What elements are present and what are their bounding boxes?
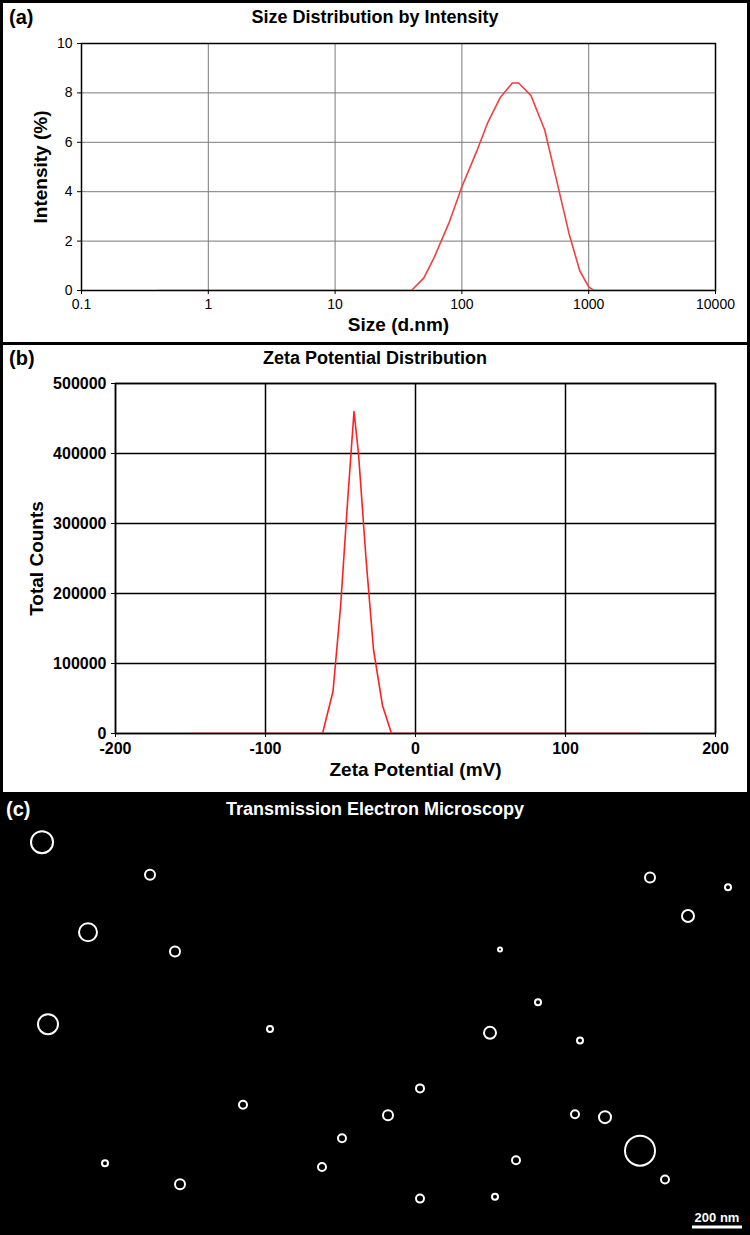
svg-text:0.1: 0.1 xyxy=(72,296,92,312)
svg-text:200000: 200000 xyxy=(53,585,106,602)
svg-text:300000: 300000 xyxy=(53,515,106,532)
svg-text:100: 100 xyxy=(552,740,579,757)
svg-text:500000: 500000 xyxy=(53,375,106,392)
svg-text:0: 0 xyxy=(65,282,73,298)
html-text:Zeta Potential Distribution: Zeta Potential Distribution xyxy=(263,348,487,368)
svg-text:0: 0 xyxy=(98,725,107,742)
svg-text:6: 6 xyxy=(65,134,73,150)
html-text:Size Distribution by Intensity: Size Distribution by Intensity xyxy=(251,7,499,27)
svg-text:4: 4 xyxy=(65,183,73,199)
html-text:(a): (a) xyxy=(9,6,34,28)
svg-text:10000: 10000 xyxy=(696,296,735,312)
svg-text:Zeta Potential (mV): Zeta Potential (mV) xyxy=(329,759,501,780)
svg-text:400000: 400000 xyxy=(53,445,106,462)
svg-text:-200: -200 xyxy=(99,740,131,757)
svg-text:200: 200 xyxy=(702,740,729,757)
svg-text:-100: -100 xyxy=(249,740,281,757)
svg-text:100000: 100000 xyxy=(53,655,106,672)
svg-text:1000: 1000 xyxy=(573,296,604,312)
svg-text:Intensity (%): Intensity (%) xyxy=(30,111,51,224)
svg-text:2: 2 xyxy=(65,233,73,249)
svg-text:100: 100 xyxy=(450,296,474,312)
svg-text:Size (d.nm): Size (d.nm) xyxy=(348,314,449,335)
html-text:Transmission Electron Microsco: Transmission Electron Microscopy xyxy=(226,799,524,819)
svg-text:Total Counts: Total Counts xyxy=(26,501,47,616)
svg-text:8: 8 xyxy=(65,84,73,100)
svg-text:0: 0 xyxy=(411,740,420,757)
html-text:(c): (c) xyxy=(6,798,31,820)
svg-text:10: 10 xyxy=(327,296,343,312)
svg-text:200 nm: 200 nm xyxy=(695,1210,740,1225)
svg-text:10: 10 xyxy=(57,35,73,51)
html-text:(b): (b) xyxy=(9,347,35,369)
svg-text:1: 1 xyxy=(204,296,212,312)
